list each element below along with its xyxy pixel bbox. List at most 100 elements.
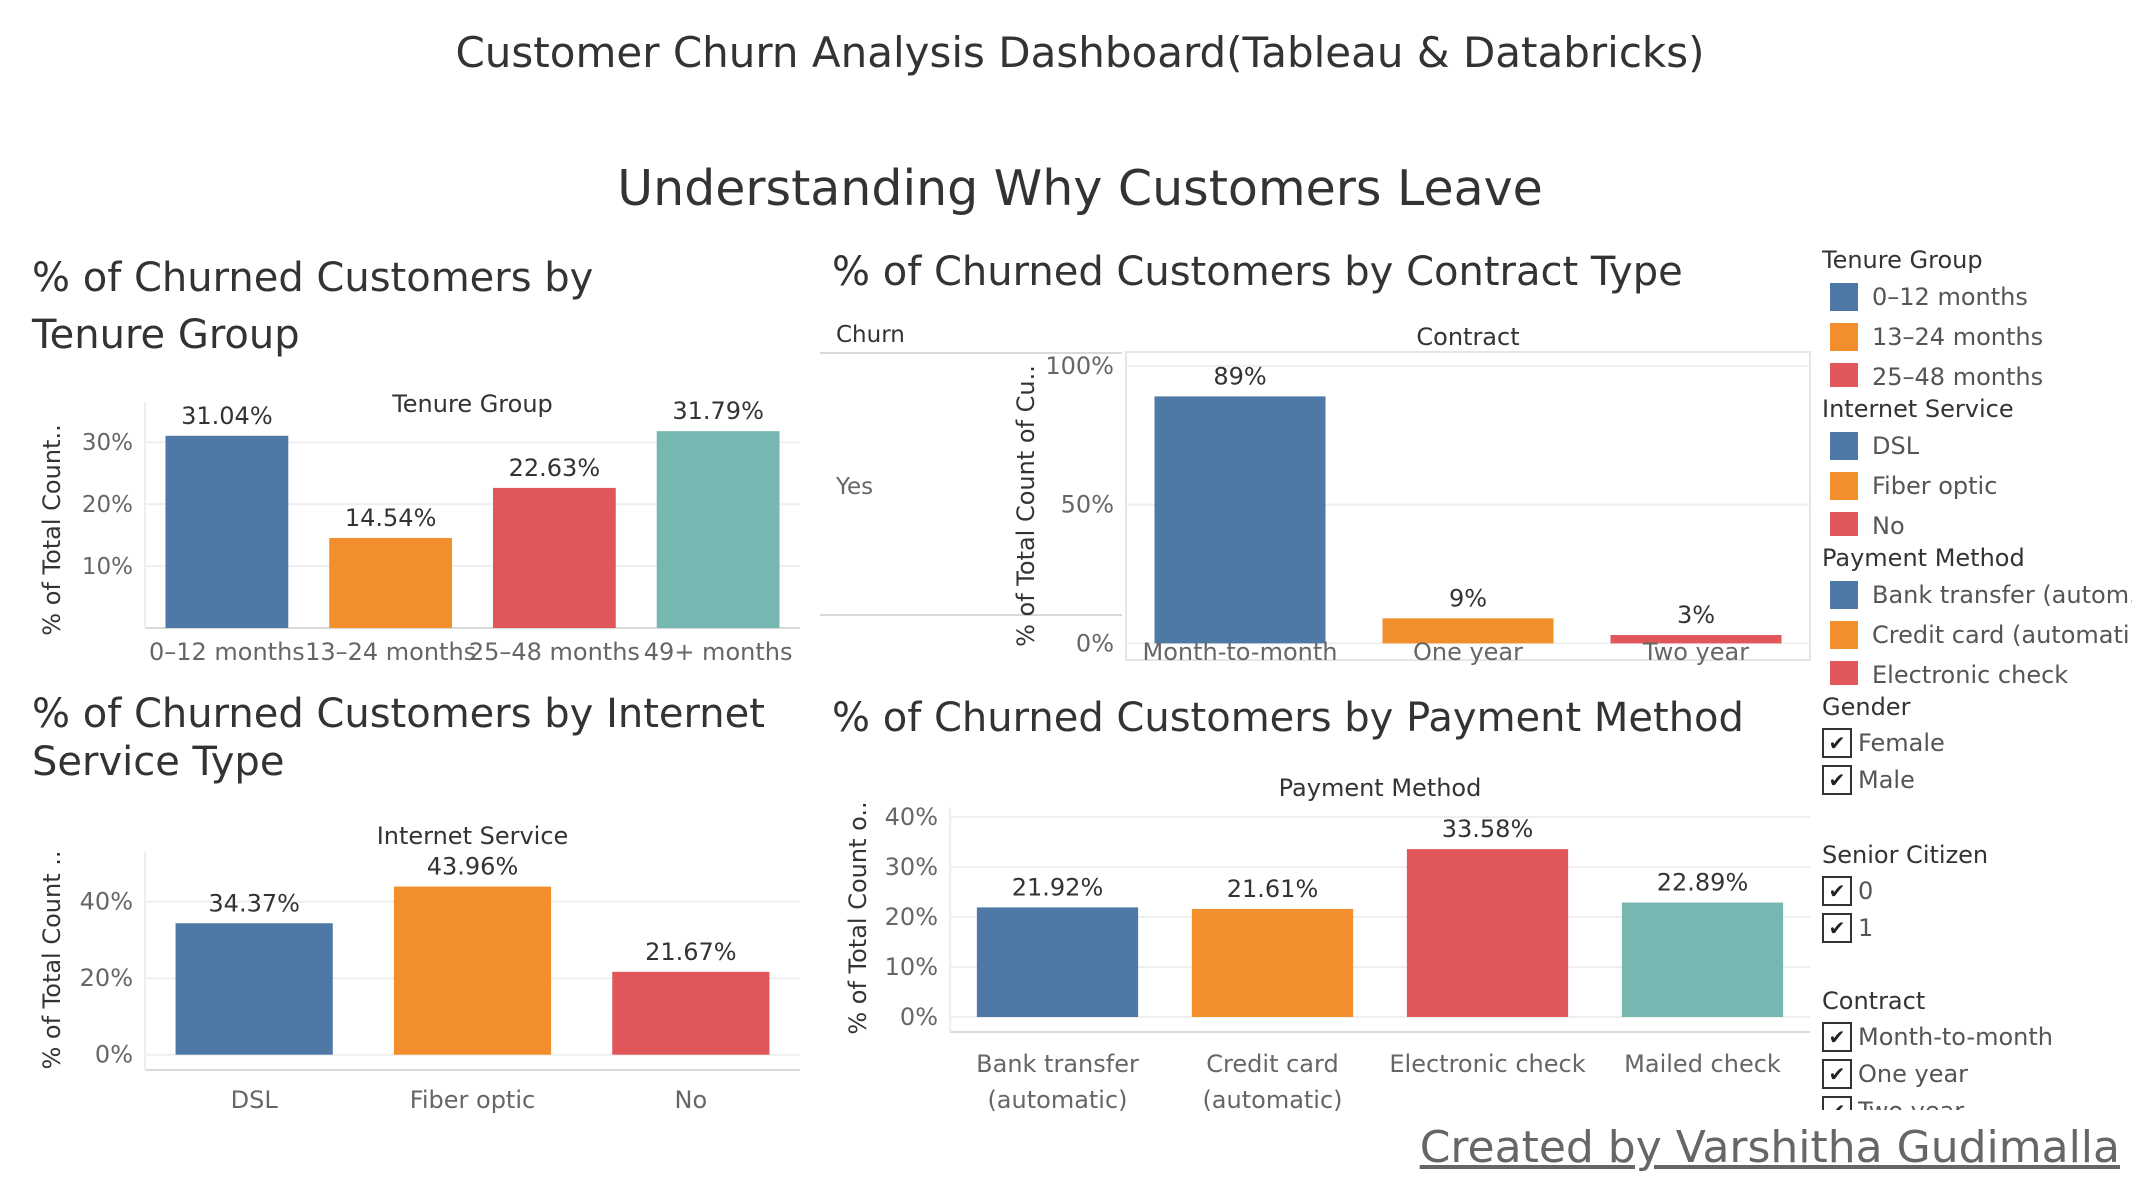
- legend-swatch: [1830, 363, 1858, 387]
- internet-bar: [612, 971, 770, 1055]
- filter-option-label: One year: [1858, 1059, 1969, 1088]
- legend-swatch: [1830, 621, 1858, 649]
- payment-bar: [1191, 908, 1354, 1017]
- payment-y-tick-label: 20%: [885, 903, 938, 931]
- legend-item[interactable]: Bank transfer (autom..: [1822, 575, 2132, 615]
- filter-option-label: Month-to-month: [1858, 1022, 2053, 1051]
- contract-y-tick-label: 0%: [1076, 629, 1114, 657]
- legend-item[interactable]: Credit card (automati..: [1822, 615, 2132, 655]
- legend-item[interactable]: No: [1822, 506, 2132, 536]
- tenure-bar: [656, 431, 780, 628]
- payment-sheet-title: % of Churned Customers by Payment Method: [832, 695, 1744, 741]
- legend-label: DSL: [1872, 432, 1920, 460]
- legend-label: Bank transfer (autom..: [1872, 581, 2132, 609]
- legend-swatch: [1830, 472, 1858, 500]
- checkbox[interactable]: ✔: [1822, 875, 1852, 906]
- contract-row-value: Yes: [836, 474, 874, 500]
- legend-label: 13–24 months: [1872, 323, 2044, 351]
- tenure-y-tick-label: 10%: [82, 554, 133, 580]
- internet-y-tick-label: 0%: [95, 1041, 133, 1069]
- filter-option-label: 1: [1858, 913, 1874, 942]
- contract-bar: [1154, 396, 1326, 644]
- internet-y-tick-label: 20%: [80, 964, 133, 992]
- legend-item[interactable]: 25–48 months: [1822, 357, 2132, 387]
- internet-data-label: 43.96%: [427, 853, 519, 881]
- contract-row-header: Churn: [836, 322, 905, 348]
- internet-category-label: Fiber optic: [410, 1086, 535, 1114]
- filter-option[interactable]: ✔ Male: [1822, 761, 2132, 798]
- tenure-category-label: 49+ months: [644, 638, 793, 666]
- legend-swatch: [1830, 661, 1858, 685]
- payment-category-label: Mailed check: [1624, 1050, 1781, 1078]
- checkbox[interactable]: ✔: [1822, 1058, 1852, 1089]
- tenure-y-tick-label: 30%: [82, 430, 133, 456]
- credit-link[interactable]: Created by Varshitha Gudimalla: [1419, 1122, 2120, 1173]
- contract-category-label: One year: [1413, 638, 1523, 666]
- payment-data-label: 21.92%: [1012, 873, 1104, 901]
- legend-item[interactable]: Fiber optic: [1822, 466, 2132, 506]
- payment-data-label: 21.61%: [1227, 875, 1319, 903]
- internet-data-label: 21.67%: [645, 938, 737, 966]
- legend-item[interactable]: Electronic check: [1822, 655, 2132, 685]
- internet-bar: [393, 886, 552, 1055]
- contract-x-header: Contract: [1416, 323, 1519, 351]
- tenure-bar: [329, 537, 453, 628]
- filter-option-label: Female: [1858, 728, 1945, 757]
- internet-bar: [175, 923, 333, 1055]
- contract-row-frame: [820, 352, 1122, 616]
- filter-option[interactable]: ✔ One year: [1822, 1055, 2132, 1092]
- tenure-legend-title: Tenure Group: [1822, 246, 1983, 274]
- contract-y-tick-label: 100%: [1045, 352, 1114, 380]
- gender-filter-title: Gender: [1822, 693, 1911, 721]
- contract-filter-title: Contract: [1822, 987, 1926, 1015]
- filter-option[interactable]: ✔ 1: [1822, 909, 2132, 946]
- contract-y-axis-title: % of Total Count of Cu..: [1012, 365, 1040, 647]
- payment-y-tick-label: 40%: [885, 803, 938, 831]
- internet-data-label: 34.37%: [208, 889, 300, 917]
- dashboard-title: Customer Churn Analysis Dashboard(Tablea…: [455, 28, 1705, 77]
- payment-y-tick-label: 0%: [900, 1003, 938, 1031]
- tenure-sheet-title: % of Churned Customers by Tenure Group: [32, 255, 594, 358]
- internet-category-label: No: [675, 1086, 708, 1114]
- internet-y-tick-label: 40%: [80, 888, 133, 916]
- filter-option-label: Two year: [1858, 1097, 1964, 1111]
- tenure-x-header: Tenure Group: [391, 390, 553, 418]
- payment-bar: [1621, 902, 1784, 1017]
- contract-plot-frame: [1125, 351, 1811, 661]
- legend-item[interactable]: DSL: [1822, 426, 2132, 466]
- tenure-legend: Tenure Group 0–12 months 13–24 months 25…: [1822, 243, 2132, 387]
- legend-swatch: [1830, 581, 1858, 609]
- checkbox[interactable]: ✔: [1822, 727, 1852, 758]
- checkbox[interactable]: ✔: [1822, 764, 1852, 795]
- payment-y-tick-label: 10%: [885, 953, 938, 981]
- legend-label: Fiber optic: [1872, 472, 1998, 500]
- internet-legend: Internet Service DSL Fiber optic No: [1822, 392, 2132, 536]
- tenure-category-label: 13–24 months: [305, 638, 476, 666]
- filter-option[interactable]: ✔ 0: [1822, 872, 2132, 909]
- filter-option-label: 0: [1858, 876, 1874, 905]
- tenure-data-label: 31.79%: [672, 397, 764, 425]
- legend-item[interactable]: 13–24 months: [1822, 317, 2132, 357]
- filter-option[interactable]: ✔ Female: [1822, 724, 2132, 761]
- payment-legend-title: Payment Method: [1822, 544, 2025, 572]
- legend-label: 25–48 months: [1872, 363, 2044, 387]
- checkbox[interactable]: ✔: [1822, 1095, 1852, 1110]
- tenure-data-label: 14.54%: [345, 504, 437, 532]
- filter-option[interactable]: ✔ Month-to-month: [1822, 1018, 2132, 1055]
- legend-label: 0–12 months: [1872, 283, 2028, 311]
- tenure-data-label: 22.63%: [509, 454, 601, 482]
- legend-label: No: [1872, 512, 1905, 536]
- internet-legend-title: Internet Service: [1822, 395, 2014, 423]
- contract-bar: [1610, 635, 1782, 644]
- checkbox[interactable]: ✔: [1822, 1021, 1852, 1052]
- payment-legend: Payment Method Bank transfer (autom.. Cr…: [1822, 541, 2132, 685]
- payment-category-label: (automatic): [987, 1086, 1127, 1114]
- legend-item[interactable]: 0–12 months: [1822, 277, 2132, 317]
- payment-category-label: Electronic check: [1389, 1050, 1585, 1078]
- tenure-y-tick-label: 20%: [82, 492, 133, 518]
- tenure-category-label: 0–12 months: [149, 638, 305, 666]
- checkbox[interactable]: ✔: [1822, 912, 1852, 943]
- filter-option[interactable]: ✔ Two year: [1822, 1092, 2132, 1110]
- payment-y-tick-label: 30%: [885, 853, 938, 881]
- gender-filter: Gender ✔ Female ✔ Male: [1822, 690, 2132, 798]
